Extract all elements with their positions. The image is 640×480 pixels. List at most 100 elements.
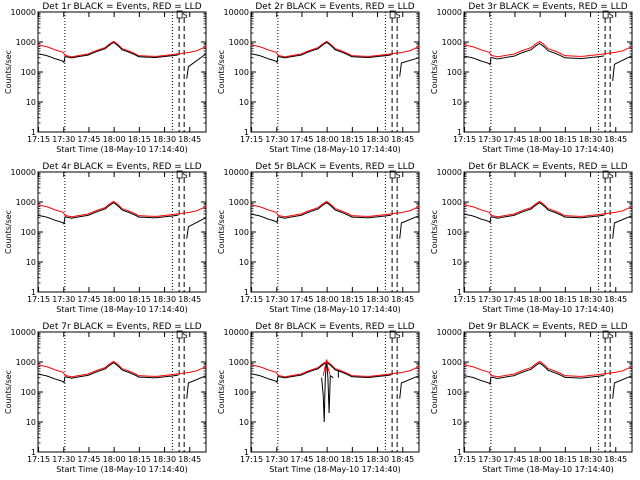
y-tick-label: 100 xyxy=(234,68,249,77)
panel-title: Det 4r BLACK = Events, RED = LLD xyxy=(42,162,201,172)
events-series-line xyxy=(612,375,633,399)
x-tick-label: 18:45 xyxy=(391,295,414,304)
y-tick-label: 1 xyxy=(244,128,249,137)
saa-marker-label: S xyxy=(183,171,188,180)
y-tick-label: 100 xyxy=(234,388,249,397)
y-axis-label: Counts/sec xyxy=(4,370,13,414)
saa-marker-label: S xyxy=(609,171,614,180)
y-tick-label: 100 xyxy=(447,228,462,237)
x-tick-label: 18:15 xyxy=(341,295,364,304)
y-tick-label: 10 xyxy=(239,98,249,107)
saa-marker-label: S xyxy=(183,331,188,340)
y-tick-label: 1000 xyxy=(442,38,462,47)
x-tick-label: 17:45 xyxy=(503,455,526,464)
saa-marker-box xyxy=(389,170,396,179)
panel-title: Det 7r BLACK = Events, RED = LLD xyxy=(42,322,201,332)
y-axis-label: Counts/sec xyxy=(430,210,439,254)
events-series-line xyxy=(64,41,179,59)
x-tick-label: 17:30 xyxy=(265,455,288,464)
x-tick-label: 18:30 xyxy=(153,455,176,464)
detector-panel-2: Det 2r BLACK = Events, RED = LLD 1 10 100 10… xyxy=(217,2,420,154)
y-tick-label: 10 xyxy=(452,98,462,107)
x-tick-label: 17:15 xyxy=(240,135,263,144)
events-series-line xyxy=(463,375,491,385)
x-tick-label: 18:15 xyxy=(554,295,577,304)
events-series-line xyxy=(186,375,207,399)
x-tick-label: 18:45 xyxy=(178,295,201,304)
events-series-line xyxy=(489,216,492,224)
saa-marker-label: S xyxy=(183,11,188,20)
y-tick-label: 100 xyxy=(21,388,36,397)
plot-frame xyxy=(37,11,207,133)
x-axis-label: Start Time (18-May-10 17:14:40) xyxy=(482,465,613,474)
events-series-line xyxy=(250,53,278,63)
x-tick-label: 18:45 xyxy=(604,135,627,144)
x-tick-label: 17:30 xyxy=(52,295,75,304)
saa-marker-label: S xyxy=(396,11,401,20)
y-axis-label: Counts/sec xyxy=(430,370,439,414)
y-tick-label: 10000 xyxy=(224,328,249,337)
lld-series-line xyxy=(250,360,420,378)
y-axis-label: Counts/sec xyxy=(217,370,226,414)
events-series-line xyxy=(63,216,66,225)
x-axis-label: Start Time (18-May-10 17:14:40) xyxy=(482,145,613,154)
events-series-line xyxy=(186,217,207,239)
events-series-line xyxy=(276,56,279,63)
y-tick-label: 100 xyxy=(21,228,36,237)
events-series-line xyxy=(463,213,491,224)
y-tick-label: 10 xyxy=(26,98,36,107)
x-tick-label: 17:30 xyxy=(265,295,288,304)
x-tick-label: 17:15 xyxy=(453,295,476,304)
events-series-line xyxy=(490,362,605,380)
x-tick-label: 18:30 xyxy=(579,455,602,464)
events-series-line xyxy=(37,53,65,63)
x-axis-label: Start Time (18-May-10 17:14:40) xyxy=(56,465,187,474)
detector-panel-6: Det 6r BLACK = Events, RED = LLD 1 10 100 10… xyxy=(430,162,633,314)
detector-panel-4: Det 4r BLACK = Events, RED = LLD 1 10 100 10… xyxy=(4,162,207,314)
y-tick-label: 10 xyxy=(452,418,462,427)
y-tick-label: 1000 xyxy=(229,358,249,367)
x-tick-label: 18:15 xyxy=(128,455,151,464)
events-series-line xyxy=(399,57,420,77)
saa-marker-box xyxy=(176,330,183,339)
x-tick-label: 17:45 xyxy=(77,455,100,464)
x-tick-label: 18:00 xyxy=(103,455,126,464)
events-series-line xyxy=(37,214,65,225)
y-tick-label: 10000 xyxy=(224,168,249,177)
y-tick-label: 1 xyxy=(244,288,249,297)
x-tick-label: 17:15 xyxy=(453,455,476,464)
lld-series-line xyxy=(463,40,633,58)
events-series-line xyxy=(399,215,420,239)
x-tick-label: 17:30 xyxy=(52,135,75,144)
x-tick-label: 18:15 xyxy=(341,135,364,144)
y-tick-label: 10 xyxy=(26,258,36,267)
x-axis-label: Start Time (18-May-10 17:14:40) xyxy=(269,465,400,474)
y-tick-label: 100 xyxy=(447,68,462,77)
x-tick-label: 17:30 xyxy=(478,295,501,304)
y-tick-label: 1 xyxy=(31,288,36,297)
y-axis-label: Counts/sec xyxy=(217,50,226,94)
x-tick-label: 18:30 xyxy=(366,455,389,464)
y-tick-label: 100 xyxy=(447,388,462,397)
saa-marker-box xyxy=(602,330,609,339)
events-series-line xyxy=(250,213,278,224)
x-tick-label: 18:15 xyxy=(554,455,577,464)
plot-frame xyxy=(250,11,420,133)
y-tick-label: 10 xyxy=(452,258,462,267)
events-series-line xyxy=(399,375,420,399)
plot-frame xyxy=(463,11,633,133)
events-series-line xyxy=(64,202,179,219)
y-tick-label: 10000 xyxy=(437,8,462,17)
panel-title: Det 3r BLACK = Events, RED = LLD xyxy=(468,2,627,12)
panel-title: Det 6r BLACK = Events, RED = LLD xyxy=(468,162,627,172)
x-tick-label: 18:30 xyxy=(153,135,176,144)
y-tick-label: 10000 xyxy=(437,328,462,337)
y-tick-label: 1000 xyxy=(16,358,36,367)
events-series-line xyxy=(64,362,179,379)
events-glitch-line xyxy=(321,359,334,423)
saa-marker-label: S xyxy=(396,331,401,340)
events-series-line xyxy=(277,41,392,59)
y-tick-label: 1 xyxy=(244,448,249,457)
saa-marker-label: S xyxy=(609,331,614,340)
